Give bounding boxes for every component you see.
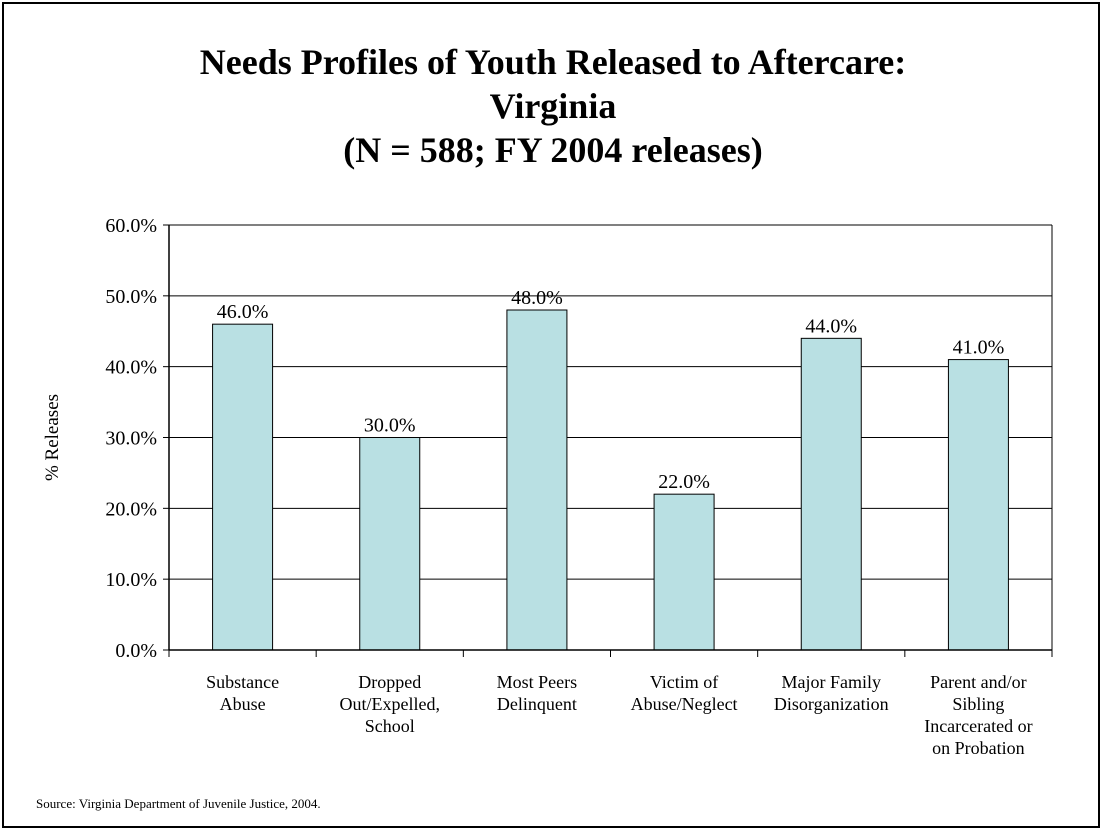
x-category-label-line: Out/Expelled, [340,694,440,714]
x-category-label-line: Sibling [952,694,1004,714]
bar-value-label: 41.0% [953,337,1005,359]
y-tick-label: 20.0% [105,498,157,520]
x-category-label-line: Substance [206,672,279,692]
title-line-2: Virginia [489,86,617,126]
x-category-label-line: Major Family [782,672,882,692]
y-tick-label: 50.0% [105,286,157,308]
bar [800,337,862,651]
y-tick-label: 0.0% [115,640,157,662]
x-category-label: Most Peers Delinquent [497,672,578,714]
x-category-label-line: Most Peers [497,672,578,692]
bar [947,359,1009,651]
x-category-label: Major Family Disorganization [774,672,889,714]
bar-value-label: 22.0% [658,471,710,493]
title-line-3: (N = 588; FY 2004 releases) [343,130,763,170]
bar [653,493,715,651]
y-tick-label: 30.0% [105,428,157,450]
y-tick-label: 40.0% [105,357,157,379]
x-category-label-line: Dropped [358,672,421,692]
bar-value-label: 44.0% [805,315,857,337]
source-note: Source: Virginia Department of Juvenile … [36,796,321,811]
y-axis-title: % Releases [42,394,63,481]
x-category-label-line: Delinquent [497,694,577,714]
x-category-label-line: Parent and/or [930,672,1026,692]
x-category-label-line: Abuse/Neglect [631,694,738,714]
x-category-label: Substance Abuse [206,672,279,714]
x-category-label-line: School [365,716,415,736]
title-line-1: Needs Profiles of Youth Released to Afte… [199,42,907,82]
bar-value-label: 46.0% [217,301,269,323]
x-category-label-line: on Probation [932,738,1025,758]
x-category-label-line: Incarcerated or [924,716,1032,736]
x-category-label-line: Disorganization [774,694,889,714]
y-tick-label: 60.0% [105,215,157,237]
bar [506,309,568,651]
x-category-label: Parent and/or Sibling Incarcerated or on Pr… [924,672,1032,758]
x-category-label: Dropped Out/Expelled, School [340,672,440,736]
bar [359,437,421,651]
bar-value-label: 48.0% [511,287,563,309]
x-category-label-line: Abuse [220,694,266,714]
y-tick-label: 10.0% [105,569,157,591]
x-category-label-line: Victim of [650,672,718,692]
x-category-label: Victim of Abuse/Neglect [631,672,738,714]
bar [212,323,274,651]
chart-title: Needs Profiles of Youth Released to Afte… [0,40,1106,172]
bar-value-label: 30.0% [364,415,416,437]
